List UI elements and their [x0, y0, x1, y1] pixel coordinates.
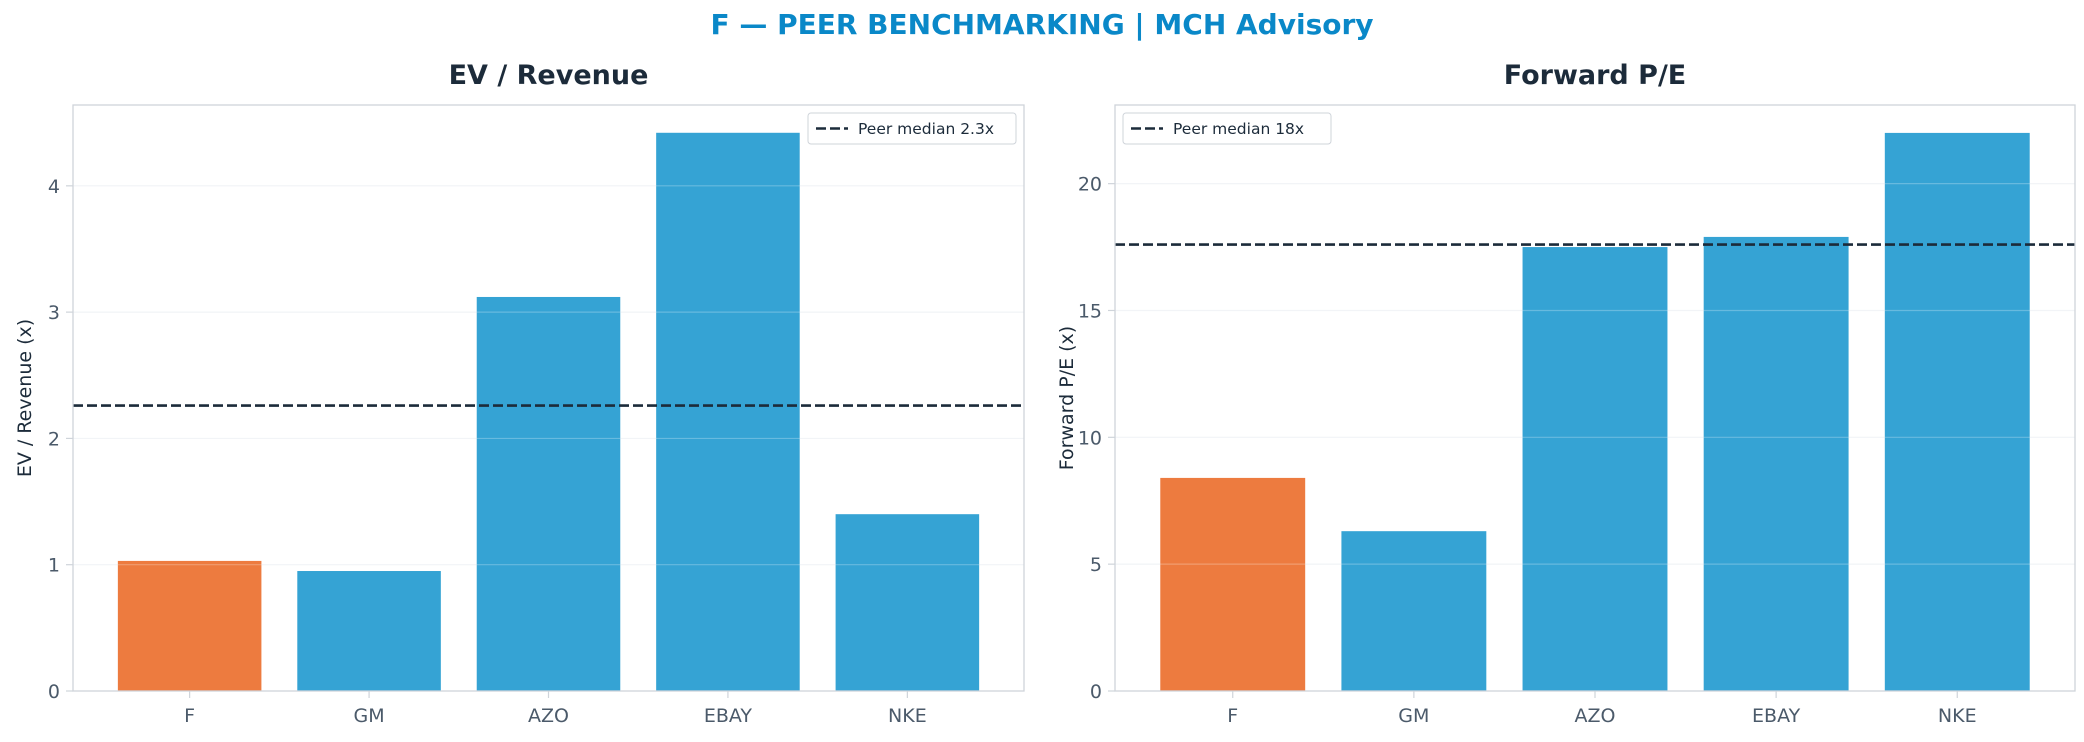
x-tick-label: GM: [354, 705, 385, 727]
bar-azo: [1522, 247, 1668, 691]
bar-nke: [835, 514, 980, 691]
bar-f: [1160, 477, 1306, 691]
x-tick-label: AZO: [528, 705, 569, 727]
legend-label: Peer median 18x: [1173, 120, 1304, 138]
chart-title: EV / Revenue: [449, 60, 649, 91]
bar-azo: [476, 296, 621, 691]
axes-frame: [1114, 104, 2076, 692]
x-tick-label: F: [184, 705, 195, 727]
y-axis-label: EV / Revenue (x): [14, 319, 36, 477]
y-tick-label: 1: [48, 555, 60, 577]
x-tick-label: GM: [1398, 705, 1429, 727]
legend-label: Peer median 2.3x: [858, 120, 994, 138]
y-axis-label: Forward P/E (x): [1056, 326, 1078, 470]
y-tick-label: 0: [1090, 681, 1102, 703]
bar-f: [117, 560, 262, 691]
y-tick-label: 20: [1078, 174, 1102, 196]
x-tick-label: NKE: [888, 705, 927, 727]
forward-pe-chart: Forward P/E Forward P/E (x) 0 5 10 15 20 F GM AZO…: [1056, 60, 2076, 727]
bar-gm: [1341, 531, 1487, 691]
bar-ebay: [1703, 236, 1849, 691]
chart-title: Forward P/E: [1504, 60, 1687, 91]
y-tick-label: 15: [1078, 300, 1102, 322]
y-tick-label: 10: [1078, 427, 1102, 449]
legend-box: [1122, 112, 1332, 145]
x-tick-label: AZO: [1575, 705, 1616, 727]
x-tick-label: NKE: [1938, 705, 1977, 727]
figure-title: F — PEER BENCHMARKING | MCH Advisory: [710, 8, 1374, 41]
y-tick-label: 0: [48, 681, 60, 703]
legend-box: [807, 112, 1017, 145]
axes-frame: [72, 104, 1025, 692]
y-tick-label: 5: [1090, 554, 1102, 576]
y-tick-label: 2: [48, 428, 60, 450]
x-tick-label: EBAY: [1752, 705, 1801, 727]
bar-ebay: [656, 132, 800, 691]
y-tick-label: 4: [48, 176, 60, 198]
bar-gm: [297, 571, 441, 691]
x-tick-label: F: [1227, 705, 1238, 727]
bar-nke: [1884, 132, 2030, 691]
ev-revenue-chart: EV / Revenue EV / Revenue (x) 0 1 2 3 4 F GM AZO E…: [14, 60, 1025, 727]
y-tick-label: 3: [48, 302, 60, 324]
x-tick-label: EBAY: [704, 705, 753, 727]
